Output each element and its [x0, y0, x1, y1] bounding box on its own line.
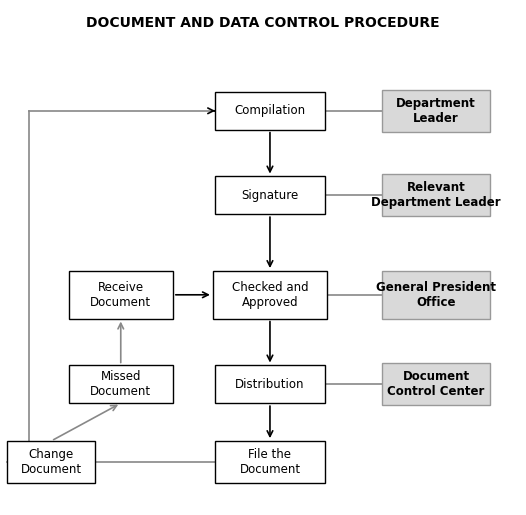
- FancyBboxPatch shape: [382, 175, 490, 216]
- FancyBboxPatch shape: [213, 271, 327, 319]
- Text: Change
Document: Change Document: [21, 448, 82, 476]
- FancyBboxPatch shape: [68, 366, 173, 403]
- Text: File the
Document: File the Document: [239, 448, 300, 476]
- FancyBboxPatch shape: [215, 441, 325, 483]
- Text: Relevant
Department Leader: Relevant Department Leader: [371, 181, 501, 209]
- Text: Document
Control Center: Document Control Center: [387, 370, 485, 398]
- Text: Distribution: Distribution: [235, 378, 305, 391]
- Text: Checked and
Approved: Checked and Approved: [231, 281, 308, 309]
- FancyBboxPatch shape: [7, 441, 95, 483]
- FancyBboxPatch shape: [215, 92, 325, 130]
- Text: DOCUMENT AND DATA CONTROL PROCEDURE: DOCUMENT AND DATA CONTROL PROCEDURE: [86, 16, 440, 30]
- Text: Compilation: Compilation: [235, 105, 306, 117]
- FancyBboxPatch shape: [382, 271, 490, 319]
- FancyBboxPatch shape: [382, 90, 490, 132]
- Text: Department
Leader: Department Leader: [396, 97, 476, 125]
- FancyBboxPatch shape: [382, 364, 490, 405]
- FancyBboxPatch shape: [68, 271, 173, 319]
- Text: General President
Office: General President Office: [376, 281, 496, 309]
- Text: Receive
Document: Receive Document: [90, 281, 151, 309]
- Text: Missed
Document: Missed Document: [90, 370, 151, 398]
- FancyBboxPatch shape: [215, 177, 325, 214]
- FancyBboxPatch shape: [215, 366, 325, 403]
- Text: Signature: Signature: [241, 189, 299, 202]
